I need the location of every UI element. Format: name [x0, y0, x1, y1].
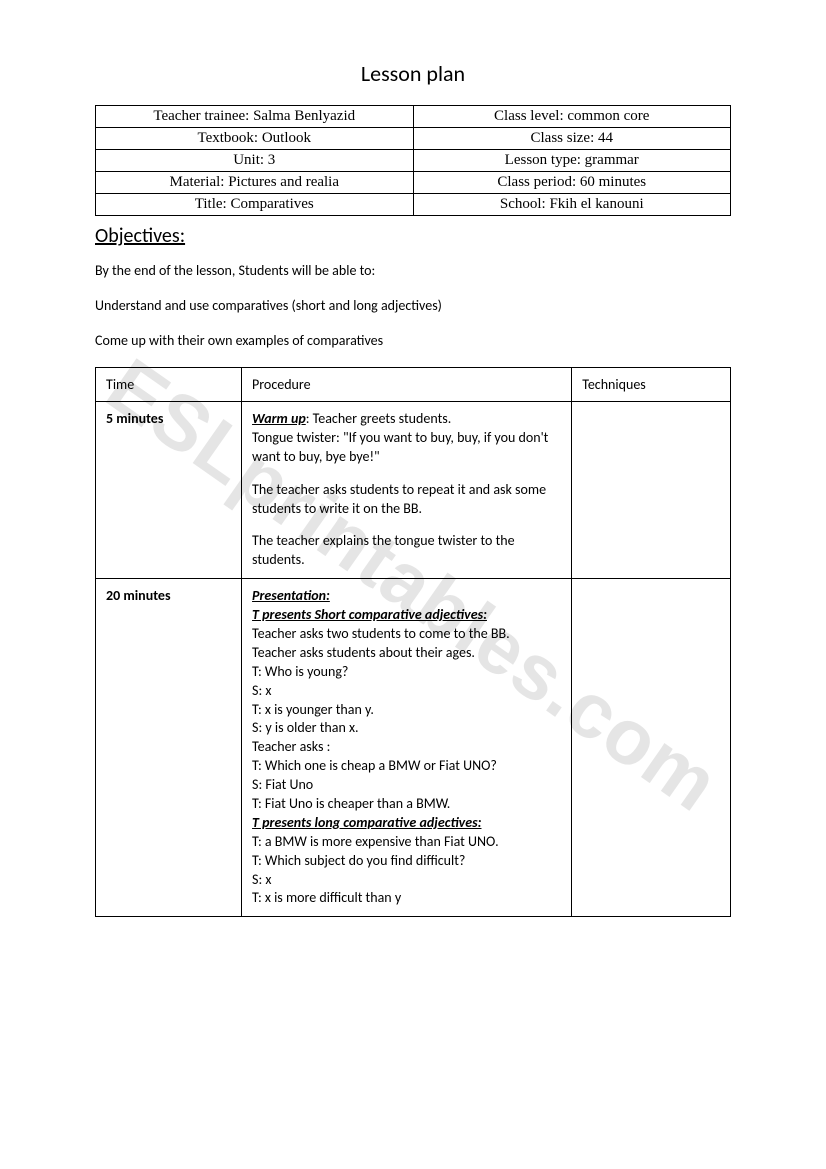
header-cell-right: Class period: 60 minutes [413, 172, 731, 194]
header-cell-left: Textbook: Outlook [96, 128, 414, 150]
header-cell-right: Lesson type: grammar [413, 150, 731, 172]
proc-line: Teacher asks : [252, 738, 561, 757]
objective-item: Come up with their own examples of compa… [95, 332, 731, 349]
document-title: Lesson plan [95, 60, 731, 87]
short-adjectives-label: T presents Short comparative adjectives: [252, 606, 487, 623]
proc-line: T: Which subject do you find difficult? [252, 852, 561, 871]
proc-line: S: x [252, 871, 561, 890]
proc-line: S: x [252, 682, 561, 701]
header-cell-right: Class size: 44 [413, 128, 731, 150]
header-cell-left: Title: Comparatives [96, 194, 414, 216]
table-header-row: Time Procedure Techniques [96, 368, 731, 402]
time-cell: 20 minutes [96, 579, 242, 917]
header-row: Title: Comparatives School: Fkih el kano… [96, 194, 731, 216]
objectives-intro: By the end of the lesson, Students will … [95, 262, 731, 279]
header-cell-right: School: Fkih el kanouni [413, 194, 731, 216]
techniques-cell [572, 579, 731, 917]
header-table: Teacher trainee: Salma Benlyazid Class l… [95, 105, 731, 216]
proc-line: T: x is more difficult than y [252, 889, 561, 908]
warmup-label: Warm up [252, 410, 306, 427]
header-cell-right: Class level: common core [413, 106, 731, 128]
proc-line: S: y is older than x. [252, 719, 561, 738]
techniques-cell [572, 402, 731, 579]
proc-line: S: Fiat Uno [252, 776, 561, 795]
col-procedure: Procedure [242, 368, 572, 402]
warmup-tongue: Tongue twister: "If you want to buy, buy… [252, 429, 548, 465]
header-row: Material: Pictures and realia Class peri… [96, 172, 731, 194]
col-techniques: Techniques [572, 368, 731, 402]
proc-line: T: Fiat Uno is cheaper than a BMW. [252, 795, 561, 814]
page-container: Lesson plan Teacher trainee: Salma Benly… [0, 0, 826, 957]
header-row: Unit: 3 Lesson type: grammar [96, 150, 731, 172]
header-cell-left: Material: Pictures and realia [96, 172, 414, 194]
col-time: Time [96, 368, 242, 402]
proc-line: T: x is younger than y. [252, 701, 561, 720]
header-cell-left: Teacher trainee: Salma Benlyazid [96, 106, 414, 128]
objective-item: Understand and use comparatives (short a… [95, 297, 731, 314]
header-row: Teacher trainee: Salma Benlyazid Class l… [96, 106, 731, 128]
proc-line: T: Who is young? [252, 663, 561, 682]
table-row: 20 minutes Presentation: T presents Shor… [96, 579, 731, 917]
proc-line: T: Which one is cheap a BMW or Fiat UNO? [252, 757, 561, 776]
table-row: 5 minutes Warm up: Teacher greets studen… [96, 402, 731, 579]
time-cell: 5 minutes [96, 402, 242, 579]
warmup-repeat: The teacher asks students to repeat it a… [252, 481, 561, 519]
header-row: Textbook: Outlook Class size: 44 [96, 128, 731, 150]
procedure-table: Time Procedure Techniques 5 minutes Warm… [95, 367, 731, 917]
header-cell-left: Unit: 3 [96, 150, 414, 172]
presentation-label: Presentation: [252, 587, 330, 604]
proc-line: Teacher asks students about their ages. [252, 644, 561, 663]
warmup-explain: The teacher explains the tongue twister … [252, 532, 561, 570]
long-adjectives-label: T presents long comparative adjectives: [252, 814, 481, 831]
proc-line: Teacher asks two students to come to the… [252, 625, 561, 644]
procedure-cell: Warm up: Teacher greets students. Tongue… [242, 402, 572, 579]
procedure-cell: Presentation: T presents Short comparati… [242, 579, 572, 917]
proc-line: T: a BMW is more expensive than Fiat UNO… [252, 833, 561, 852]
warmup-intro: : Teacher greets students. [306, 410, 452, 427]
objectives-heading: Objectives: [95, 224, 731, 248]
